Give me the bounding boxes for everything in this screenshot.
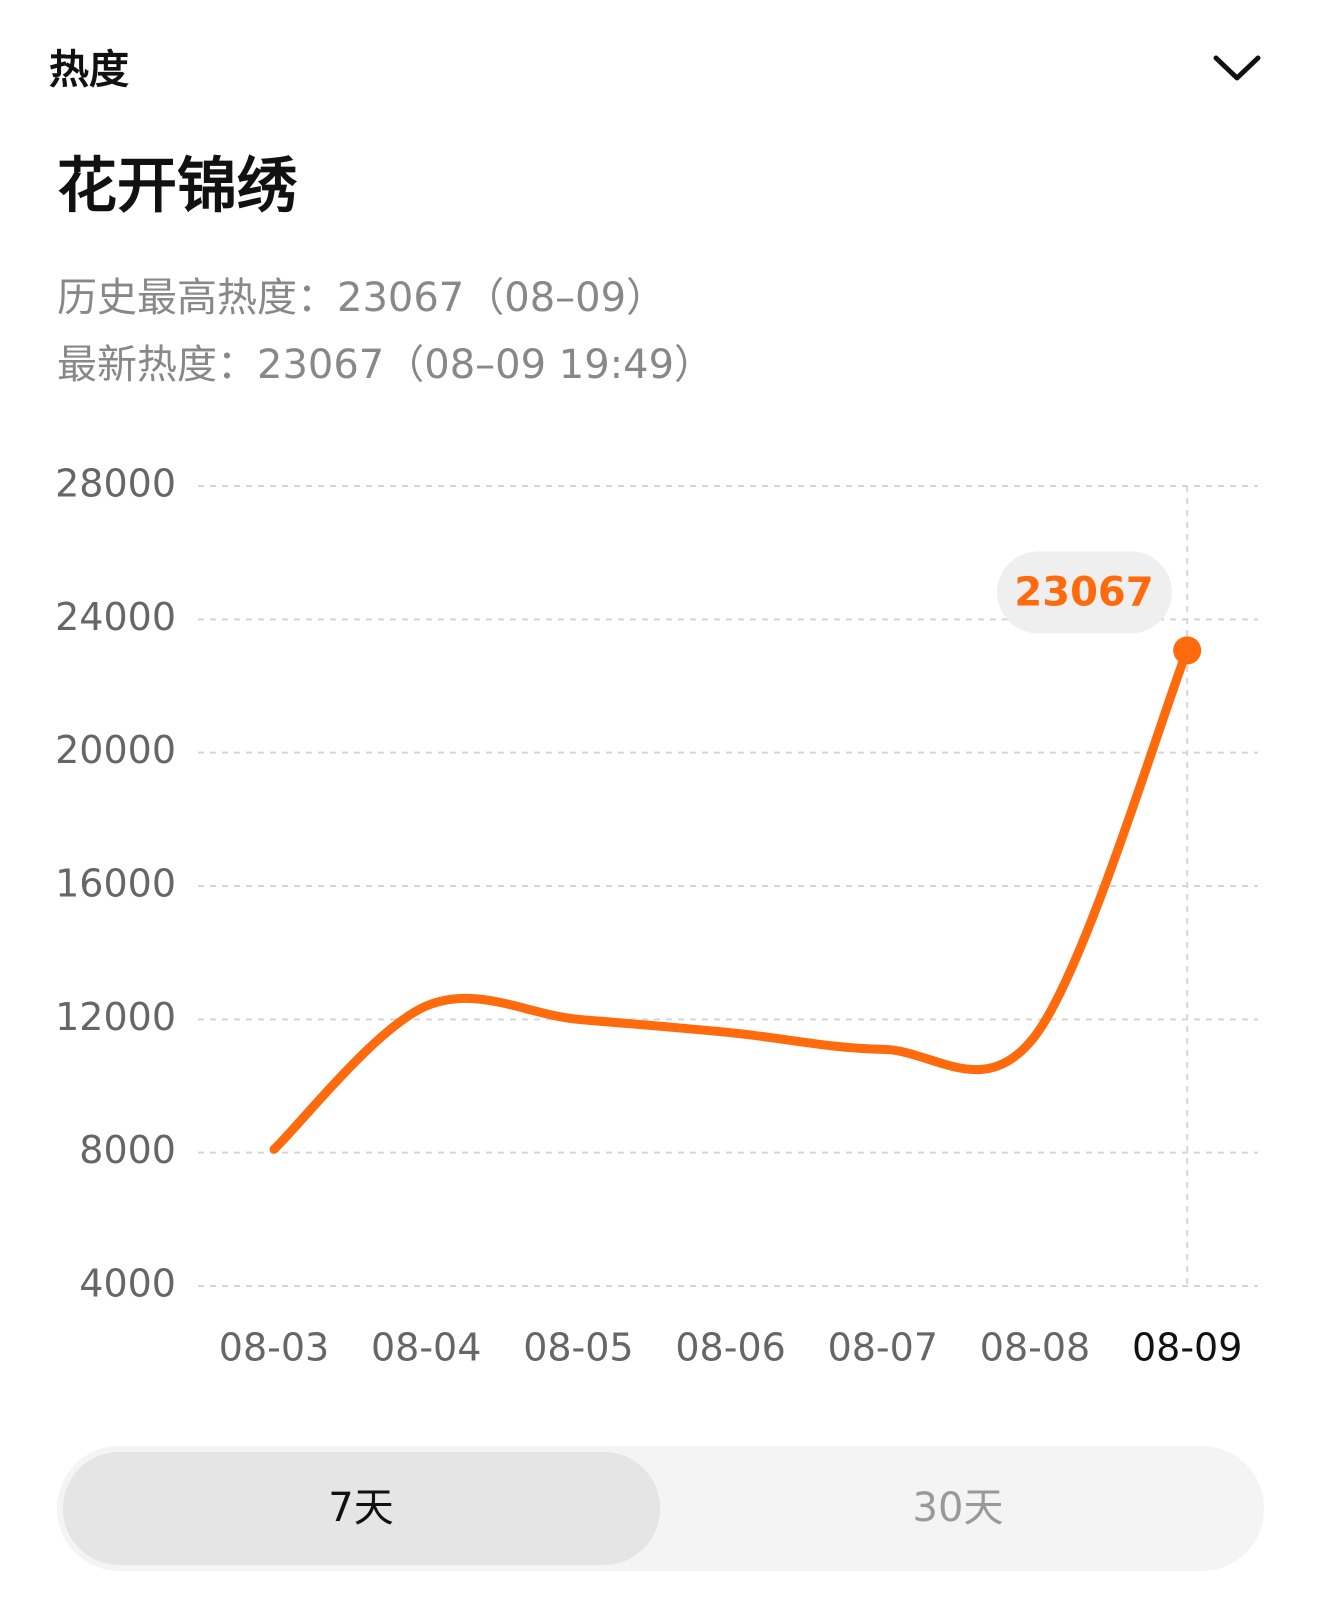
y-tick-label: 20000 bbox=[55, 728, 176, 772]
y-tick-label: 24000 bbox=[55, 595, 176, 639]
y-tick-label: 16000 bbox=[55, 862, 176, 906]
x-tick-label: 08-06 bbox=[675, 1326, 785, 1370]
x-tick-label: 08-08 bbox=[980, 1326, 1090, 1370]
x-tick-label: 08-04 bbox=[371, 1326, 481, 1370]
tab-selected[interactable] bbox=[63, 1452, 660, 1565]
stat-line: 最新热度：23067（08–09 19:49） bbox=[57, 342, 714, 388]
y-tick-label: 28000 bbox=[55, 462, 176, 506]
chart: 4000 8000 12000 16000 20000 24000 28000 08-03 08… bbox=[55, 462, 1258, 1370]
stat-line: 历史最高热度：23067（08–09） bbox=[57, 275, 666, 321]
y-tick-label: 4000 bbox=[79, 1262, 176, 1306]
heading: 花开锦绣 bbox=[57, 152, 298, 222]
x-tick-label: 08-05 bbox=[523, 1326, 633, 1370]
point bbox=[1173, 636, 1202, 665]
x-tick-label: 08-03 bbox=[219, 1326, 329, 1370]
collapse-button[interactable] bbox=[1213, 55, 1261, 81]
tab[interactable]: 30天 bbox=[913, 1485, 1004, 1531]
tooltip bbox=[997, 551, 1172, 634]
line-series bbox=[269, 645, 1192, 1154]
y-tick-label: 12000 bbox=[55, 995, 176, 1039]
x-tick-label: 08-09 bbox=[1132, 1326, 1242, 1370]
header-title: 热度 bbox=[49, 47, 129, 93]
y-tick-label: 8000 bbox=[79, 1128, 176, 1172]
x-tick-label: 08-07 bbox=[828, 1326, 938, 1370]
tab[interactable]: 7天 bbox=[328, 1485, 393, 1531]
data-label: 23067 bbox=[1014, 569, 1153, 615]
